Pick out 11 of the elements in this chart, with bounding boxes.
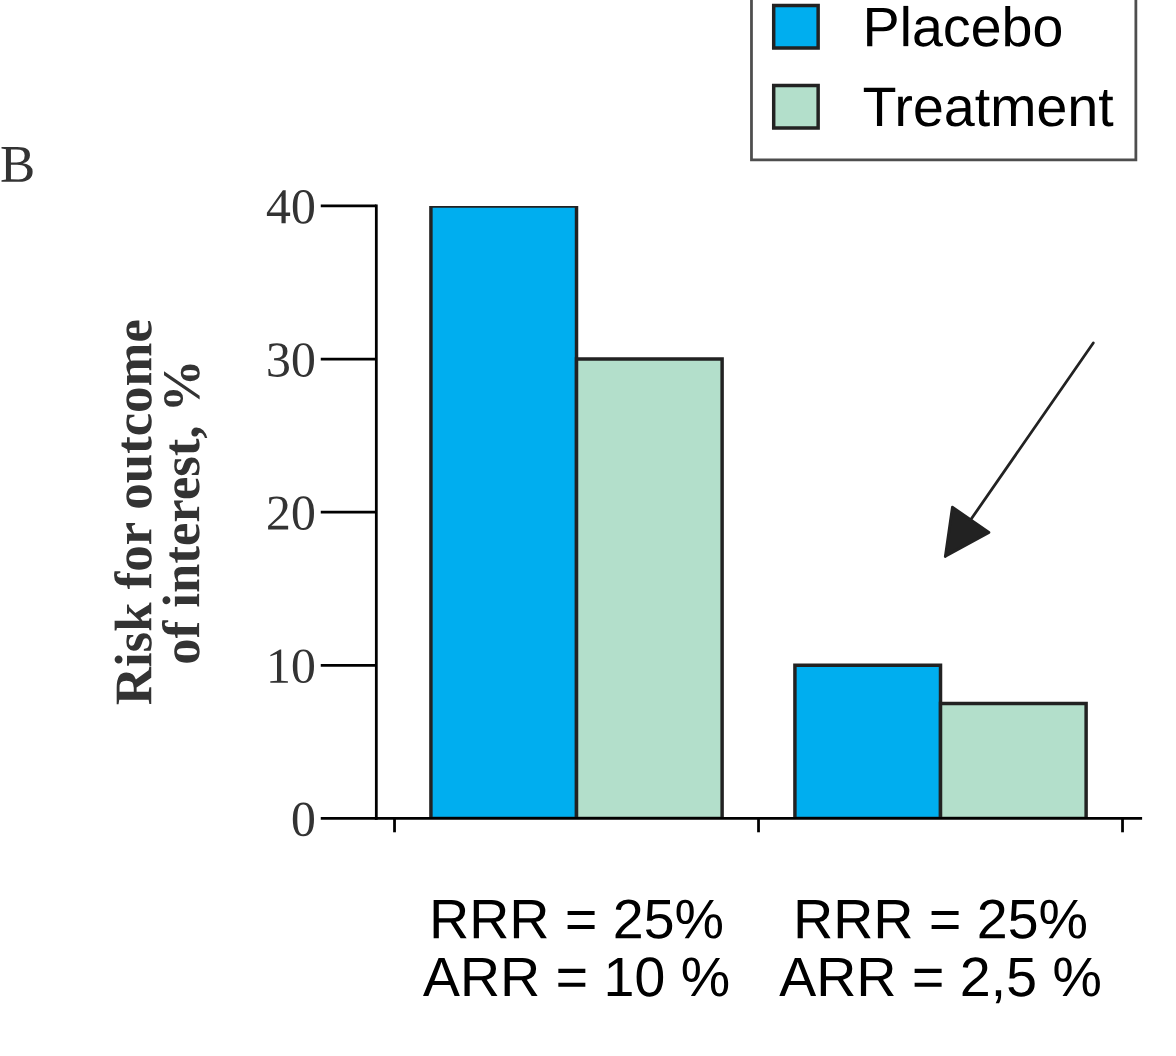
x-tick-label: RRR = 25% ARR = 2,5 % <box>779 899 1100 1004</box>
text: B <box>1 147 33 182</box>
legend-label: Placebo <box>867 5 1062 47</box>
x-tick-label: RRR = 25% ARR = 10 % <box>423 899 729 997</box>
y-tick-label: 0 <box>292 802 314 837</box>
y-tick-label: 30 <box>268 343 314 377</box>
legend-label: Treatment <box>863 87 1114 127</box>
y-tick-label: 40 <box>266 190 314 224</box>
y-tick-label: 10 <box>270 649 314 684</box>
y-tick-label: 20 <box>268 496 314 530</box>
y-axis-title: Risk for outcome of interest, % <box>114 320 208 705</box>
